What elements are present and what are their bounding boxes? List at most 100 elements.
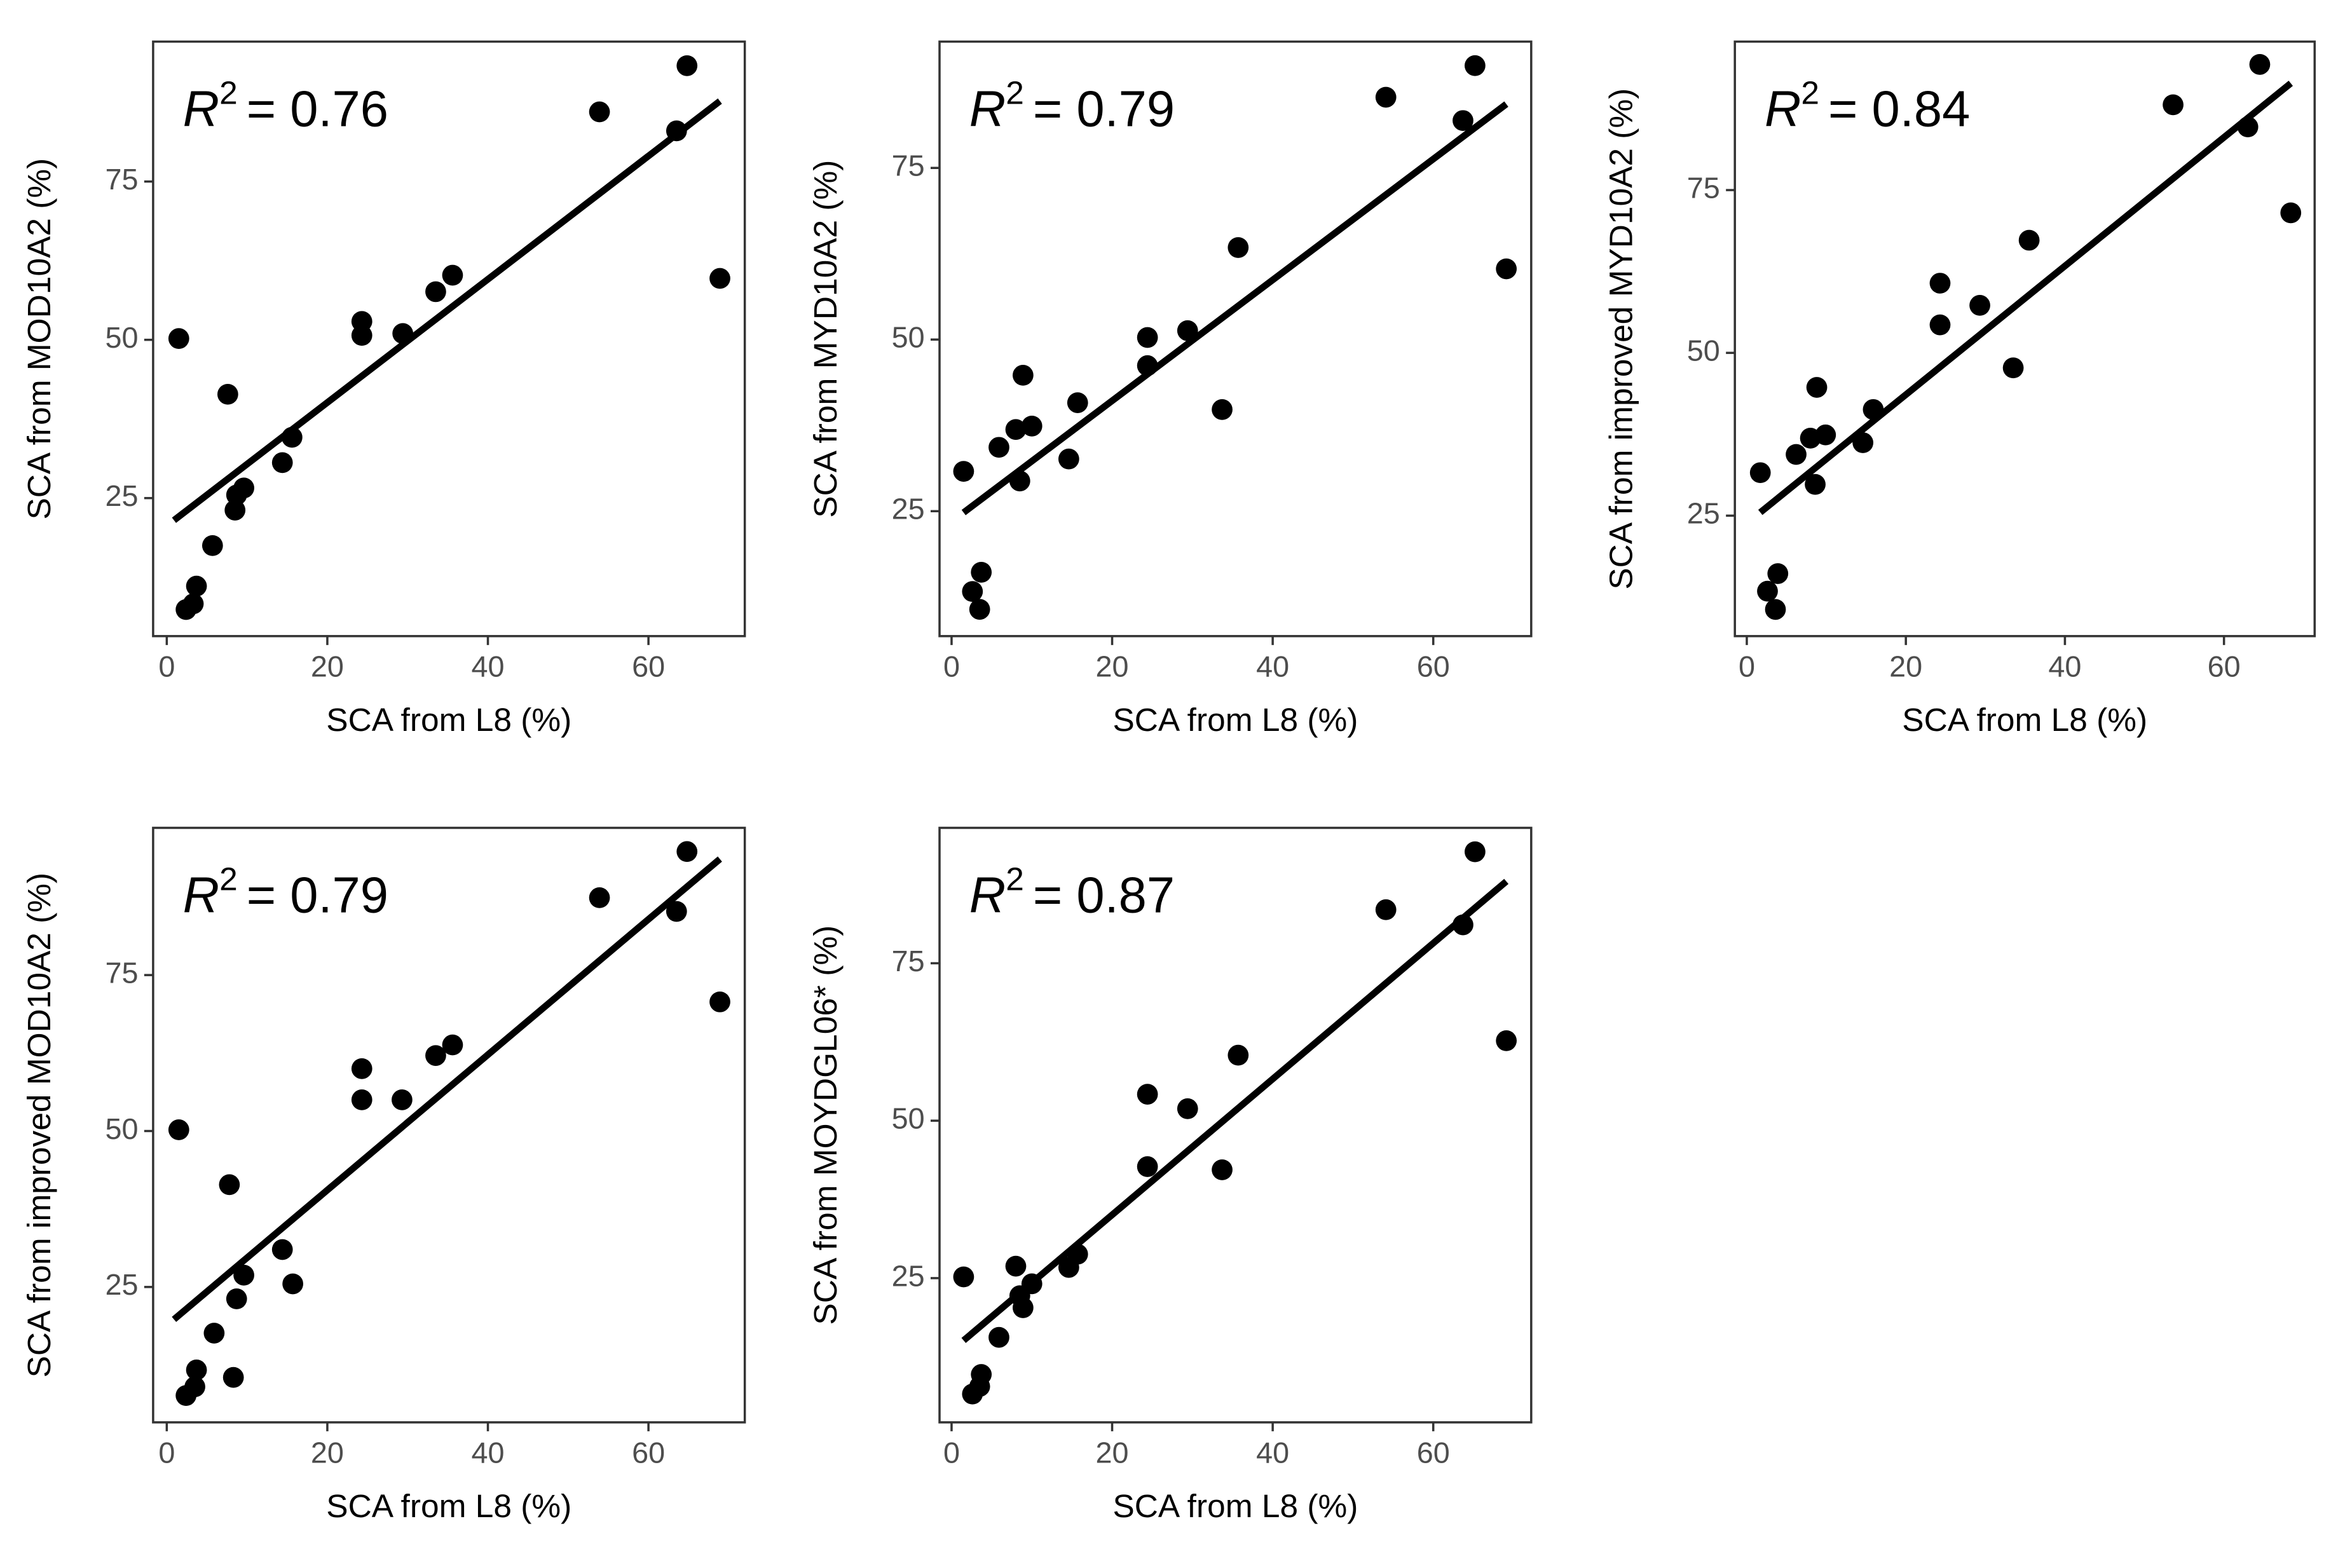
point <box>2018 229 2040 251</box>
r-symbol: R <box>183 867 219 924</box>
r-value: = 0.79 <box>1033 81 1175 137</box>
x-tick-label: 40 <box>2048 650 2081 683</box>
y-axis-title: SCA from MYD10A2 (%) <box>807 160 844 518</box>
point <box>219 1174 240 1196</box>
x-tick-label: 0 <box>158 650 175 683</box>
point <box>1137 1084 1158 1105</box>
point <box>442 264 463 286</box>
point <box>182 593 204 615</box>
point <box>351 325 373 346</box>
point <box>1757 580 1778 602</box>
point <box>217 383 238 405</box>
point <box>1137 327 1158 348</box>
x-axis-title: SCA from L8 (%) <box>1112 701 1358 738</box>
point <box>1021 415 1042 437</box>
point <box>1786 444 1807 465</box>
panel: 0 20 40 60 25 50 75 SCA from L8 (%) SCA from MOY… <box>807 826 1533 1524</box>
point <box>186 1360 207 1381</box>
point <box>168 328 189 350</box>
y-tick-label: 25 <box>105 479 138 512</box>
fit-line <box>961 101 1508 515</box>
point <box>351 1058 373 1079</box>
x-tick-label: 0 <box>1739 650 1755 683</box>
point <box>676 55 698 76</box>
point <box>953 461 974 482</box>
x-tick-label: 60 <box>2208 650 2241 683</box>
r-power: 2 <box>1006 74 1024 111</box>
point <box>186 575 207 597</box>
point <box>392 1089 413 1110</box>
point <box>226 1288 247 1309</box>
point <box>168 1119 189 1140</box>
y-axis-title: SCA from MOYDGL06* (%) <box>807 925 844 1325</box>
r-symbol: R <box>1765 81 1801 137</box>
point <box>1137 1156 1158 1177</box>
r-squared: R2 = 0.87 <box>969 860 1175 923</box>
y-tick-label: 50 <box>105 321 138 354</box>
x-tick-label: 40 <box>1256 1436 1289 1469</box>
point <box>589 101 610 123</box>
point <box>1058 448 1079 470</box>
r-squared: R2 = 0.76 <box>183 74 388 137</box>
y-tick-label: 25 <box>892 493 925 526</box>
point <box>988 437 1009 458</box>
x-axis-title: SCA from L8 (%) <box>1902 701 2147 738</box>
r-power: 2 <box>1006 860 1024 897</box>
plot-frame <box>938 826 1533 1424</box>
plot-frame <box>152 826 746 1424</box>
point <box>1453 110 1473 132</box>
point <box>1465 841 1486 862</box>
point <box>1375 86 1397 108</box>
point <box>709 268 730 289</box>
r-squared: R2 = 0.79 <box>969 74 1175 137</box>
r-symbol: R <box>969 81 1006 137</box>
x-tick-label: 40 <box>472 650 505 683</box>
x-tick-label: 60 <box>632 1436 665 1469</box>
r-squared: R2 = 0.84 <box>1765 74 1970 137</box>
x-tick-label: 0 <box>943 650 960 683</box>
y-tick-label: 75 <box>892 944 925 978</box>
point <box>282 1273 304 1295</box>
r-power: 2 <box>1801 74 1819 111</box>
point <box>1375 899 1397 920</box>
point <box>1177 1098 1198 1119</box>
point <box>1013 1297 1034 1318</box>
r-value: = 0.84 <box>1828 81 1970 137</box>
point <box>971 562 992 583</box>
point <box>1767 563 1789 584</box>
point <box>1749 462 1771 484</box>
point <box>1815 424 1836 446</box>
point <box>233 1264 254 1286</box>
point <box>425 1045 446 1067</box>
y-tick-label: 50 <box>892 321 925 354</box>
y-tick-label: 50 <box>1687 334 1720 367</box>
x-tick-label: 20 <box>311 1436 344 1469</box>
r-power: 2 <box>219 74 238 111</box>
point <box>1005 1255 1027 1277</box>
y-tick-label: 25 <box>1687 497 1720 530</box>
x-tick-label: 0 <box>943 1436 960 1469</box>
point <box>2280 202 2302 224</box>
x-tick-label: 20 <box>1096 1436 1129 1469</box>
point <box>1465 55 1486 76</box>
y-tick-label: 75 <box>105 956 138 989</box>
point <box>351 1089 373 1110</box>
y-tick-label: 50 <box>892 1102 925 1135</box>
point <box>1929 273 1951 294</box>
r-symbol: R <box>969 867 1006 924</box>
point <box>222 1367 244 1388</box>
point <box>1806 377 1828 398</box>
point <box>1929 314 1951 336</box>
y-axis-title: SCA from improved MYD10A2 (%) <box>1602 88 1639 590</box>
point <box>1496 258 1517 280</box>
fit-line <box>172 856 722 1322</box>
point <box>709 991 730 1012</box>
point <box>271 1239 293 1260</box>
fit-line <box>172 98 722 523</box>
y-tick-label: 50 <box>105 1112 138 1145</box>
point <box>1227 1044 1249 1066</box>
point <box>202 535 223 556</box>
point <box>1969 295 1990 316</box>
panel: 0 20 40 60 25 50 75 SCA from L8 (%) SCA from imp… <box>20 826 746 1524</box>
